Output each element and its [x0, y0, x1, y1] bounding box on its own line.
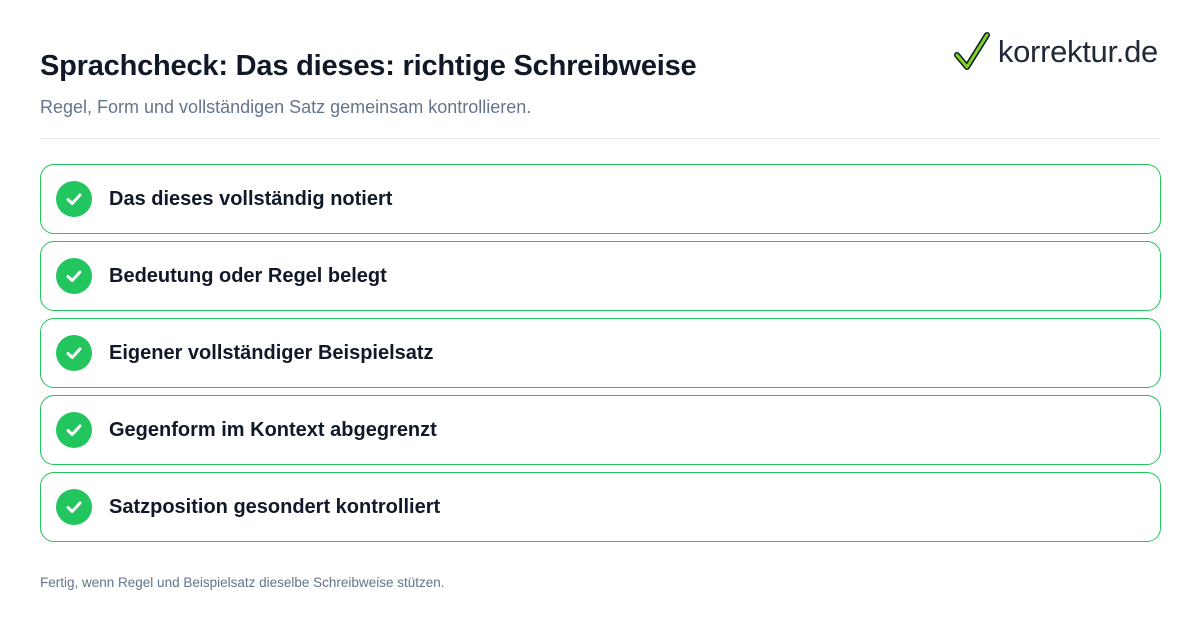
checklist-item: Bedeutung oder Regel belegt — [40, 241, 1161, 311]
checklist-item-label: Gegenform im Kontext abgegrenzt — [109, 418, 437, 441]
checklist-item: Eigener vollständiger Beispielsatz — [40, 318, 1161, 388]
check-circle-icon — [56, 181, 92, 217]
page-subtitle: Regel, Form und vollständigen Satz gemei… — [40, 97, 532, 117]
header-divider — [40, 138, 1160, 139]
checklist-item: Satzposition gesondert kontrolliert — [40, 472, 1161, 542]
checklist-item: Gegenform im Kontext abgegrenzt — [40, 395, 1161, 465]
check-circle-icon — [56, 412, 92, 448]
checklist-item-label: Satzposition gesondert kontrolliert — [109, 495, 441, 518]
checkmark-icon — [953, 32, 990, 70]
check-circle-icon — [56, 335, 92, 371]
check-circle-icon — [56, 489, 92, 525]
check-circle-icon — [56, 258, 92, 294]
checklist: Das dieses vollständig notiert Bedeutung… — [40, 164, 1161, 549]
brand-name: korrektur.de — [997, 34, 1158, 69]
checklist-item-label: Bedeutung oder Regel belegt — [109, 264, 387, 287]
checklist-item: Das dieses vollständig notiert — [40, 164, 1161, 234]
page-title: Sprachcheck: Das dieses: richtige Schrei… — [40, 50, 697, 82]
footer-note: Fertig, wenn Regel und Beispielsatz dies… — [40, 575, 445, 590]
checklist-item-label: Eigener vollständiger Beispielsatz — [109, 341, 434, 364]
checklist-item-label: Das dieses vollständig notiert — [109, 187, 393, 210]
brand-logo[interactable]: korrektur.de — [953, 30, 1158, 74]
